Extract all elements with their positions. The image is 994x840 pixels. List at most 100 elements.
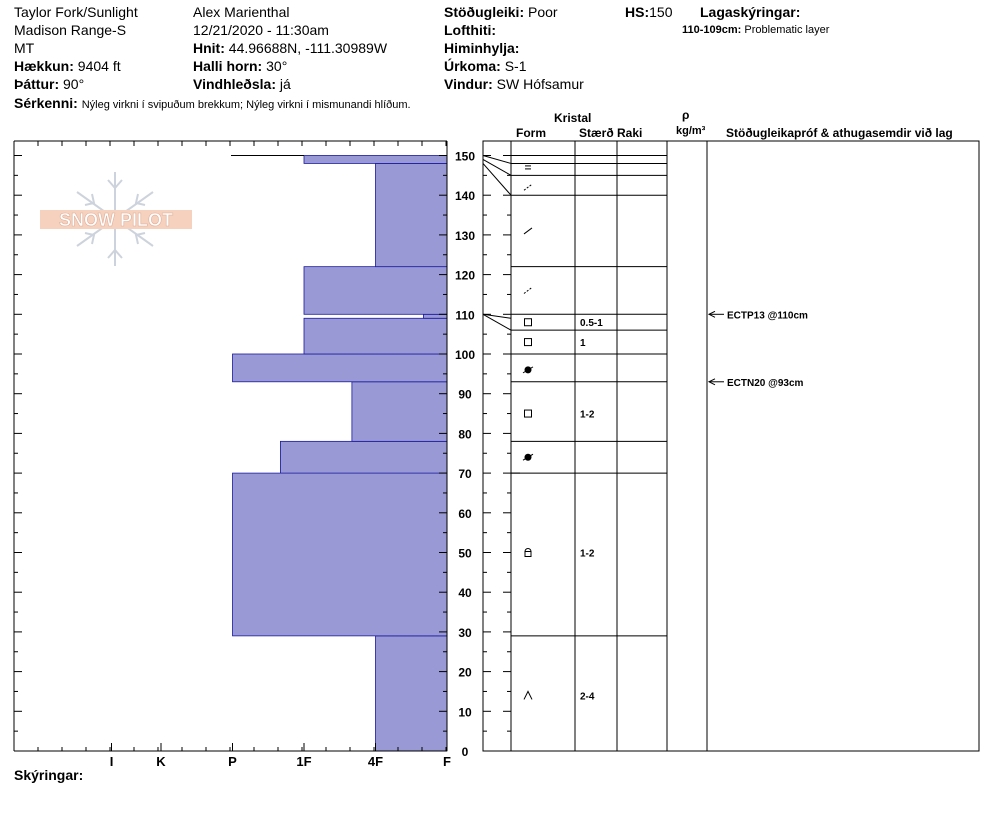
grain-size-label: 2-4 <box>580 691 595 702</box>
faceted-symbol <box>524 338 532 347</box>
hardness-bar-6 <box>423 313 448 319</box>
wind-label: Vindur: <box>444 76 493 92</box>
hs-value: 150 <box>649 4 673 20</box>
rounded-icon <box>525 165 531 170</box>
hardness-tick-label: K <box>156 754 166 769</box>
layer-notes-label: Lagaskýringar: <box>700 4 801 20</box>
crystal-header: Kristal <box>554 111 592 125</box>
air-temp-label: Lofthiti: <box>444 22 497 38</box>
grain-size-label: 1 <box>580 338 586 349</box>
depth-tick-label: 150 <box>455 150 475 164</box>
notes-label: Skýringar: <box>14 767 84 783</box>
observation-datetime: 12/21/2020 - 11:30am <box>193 22 329 38</box>
hardness-bar-8 <box>375 163 448 268</box>
grain-size-label: 1-2 <box>580 549 595 560</box>
decomposing-icon <box>523 287 533 294</box>
range-name: Madison Range-S <box>14 22 127 38</box>
grain-size-label: 0.5-1 <box>580 318 603 329</box>
density-unit-header: kg/m³ <box>676 125 706 137</box>
connector-line <box>482 313 512 319</box>
hardness-bar-3 <box>351 381 448 442</box>
hardness-bar-5 <box>303 317 448 355</box>
features-row: Sérkenni: Nýleg virkni í svipuðum brekku… <box>14 95 411 112</box>
depth-tick-label: 110 <box>455 308 475 322</box>
depth-tick-label: 30 <box>458 626 472 640</box>
wind-value: SW Hófsamur <box>496 76 584 92</box>
hardness-bar-7 <box>303 266 448 315</box>
melt-freeze-icon <box>522 366 534 374</box>
layer-note: 110-109cm: Problematic layer <box>682 24 829 37</box>
observer-name: Alex Marienthal <box>193 4 290 20</box>
faceted-icon <box>524 318 532 327</box>
decomposing-icon <box>523 183 533 191</box>
depth-tick-label: 50 <box>458 547 472 561</box>
wind-loading-label: Vindhleðsla: <box>193 76 276 92</box>
features-value: Nýleg virkni í svipuðum brekkum; Nýleg v… <box>81 99 411 111</box>
slope-row: Halli horn: 30° <box>193 58 287 74</box>
size-header: Stærð <box>579 126 614 140</box>
test-arrow-head <box>707 310 716 318</box>
state-name: MT <box>14 40 35 56</box>
hardness-chart: I K P 1F 4F F0 10 20 30 40 50 60 70 80 90 100 110 120 130 1… <box>13 140 475 769</box>
depth-hoar-symbol <box>523 690 533 700</box>
hardness-bar-4 <box>232 353 448 383</box>
precip-label: Úrkoma: <box>444 58 501 74</box>
location-name: Taylor Fork/Sunlight <box>14 4 138 20</box>
decomposing-symbol <box>523 287 533 294</box>
decomposing-symbol <box>523 183 533 191</box>
grain-size-label: 1-2 <box>580 410 595 421</box>
depth-tick-label: 40 <box>458 586 472 600</box>
hardness-tick-label: I <box>110 754 114 769</box>
test-label: ECTN20 @93cm <box>727 378 804 389</box>
connector-line <box>482 155 512 164</box>
layer-table: 2-4 1-2 1-2 1 0.5-1 ECTP13 @110cm ECTN20 @93cm <box>482 140 980 752</box>
features-label: Sérkenni: <box>14 95 78 111</box>
hs-row: HS:150 <box>625 4 672 20</box>
hardness-bar-9 <box>303 155 448 164</box>
depth-tick-label: 130 <box>455 229 475 243</box>
hardness-tick-label: F <box>443 754 451 769</box>
aspect-value: 90° <box>63 76 85 92</box>
connector-line <box>482 313 512 331</box>
aspect-label: Þáttur: <box>14 76 60 92</box>
stability-row: Stöðugleiki: Poor <box>444 4 558 20</box>
hardness-bar-1 <box>232 472 448 637</box>
stability-label: Stöðugleiki: <box>444 4 525 20</box>
hardness-tick-label: P <box>228 754 237 769</box>
depth-tick-label: 140 <box>455 189 475 203</box>
snowpilot-logo: SNOW PILOT <box>40 172 192 266</box>
form-header: Form <box>516 126 546 140</box>
stability-value: Poor <box>528 4 558 20</box>
depth-tick-label: 80 <box>458 427 472 441</box>
slope-value: 30° <box>266 58 288 74</box>
wind-loading-row: Vindhleðsla: já <box>193 76 291 92</box>
wind-row: Vindur: SW Hófsamur <box>444 76 584 92</box>
melt-freeze-stroke <box>522 453 534 461</box>
layer-note-text: Problematic layer <box>744 24 830 36</box>
logo-text: SNOW PILOT <box>59 210 173 230</box>
coords-label: Hnit: <box>193 40 225 56</box>
sky-label: Himinhylja: <box>444 40 520 56</box>
faceted-icon <box>524 409 532 418</box>
depth-hoar-icon <box>523 690 533 700</box>
layer-note-range: 110-109cm: <box>682 24 742 36</box>
rho-header: ρ <box>682 108 690 122</box>
elevation-row: Hækkun: 9404 ft <box>14 58 121 74</box>
faceted-icon <box>524 338 532 347</box>
melt-freeze-stroke <box>522 366 534 374</box>
elevation-value: 9404 ft <box>77 58 121 74</box>
faceted-rounding-arc <box>524 548 532 552</box>
test-arrow-head <box>707 378 716 386</box>
hardness-bar-2 <box>280 440 448 474</box>
depth-tick-label: 100 <box>455 348 475 362</box>
elevation-label: Hækkun: <box>14 58 74 74</box>
faceted-symbol <box>524 409 532 418</box>
faceted-rounding-symbol <box>524 551 532 557</box>
connector-line <box>482 163 512 196</box>
depth-tick-label: 60 <box>458 507 472 521</box>
tests-header: Stöðugleikapróf & athugasemdir við lag <box>726 126 953 140</box>
test-label: ECTP13 @110cm <box>727 310 808 321</box>
hardness-tick-label: 1F <box>296 754 311 769</box>
faceted-rounding-icon <box>524 548 532 557</box>
